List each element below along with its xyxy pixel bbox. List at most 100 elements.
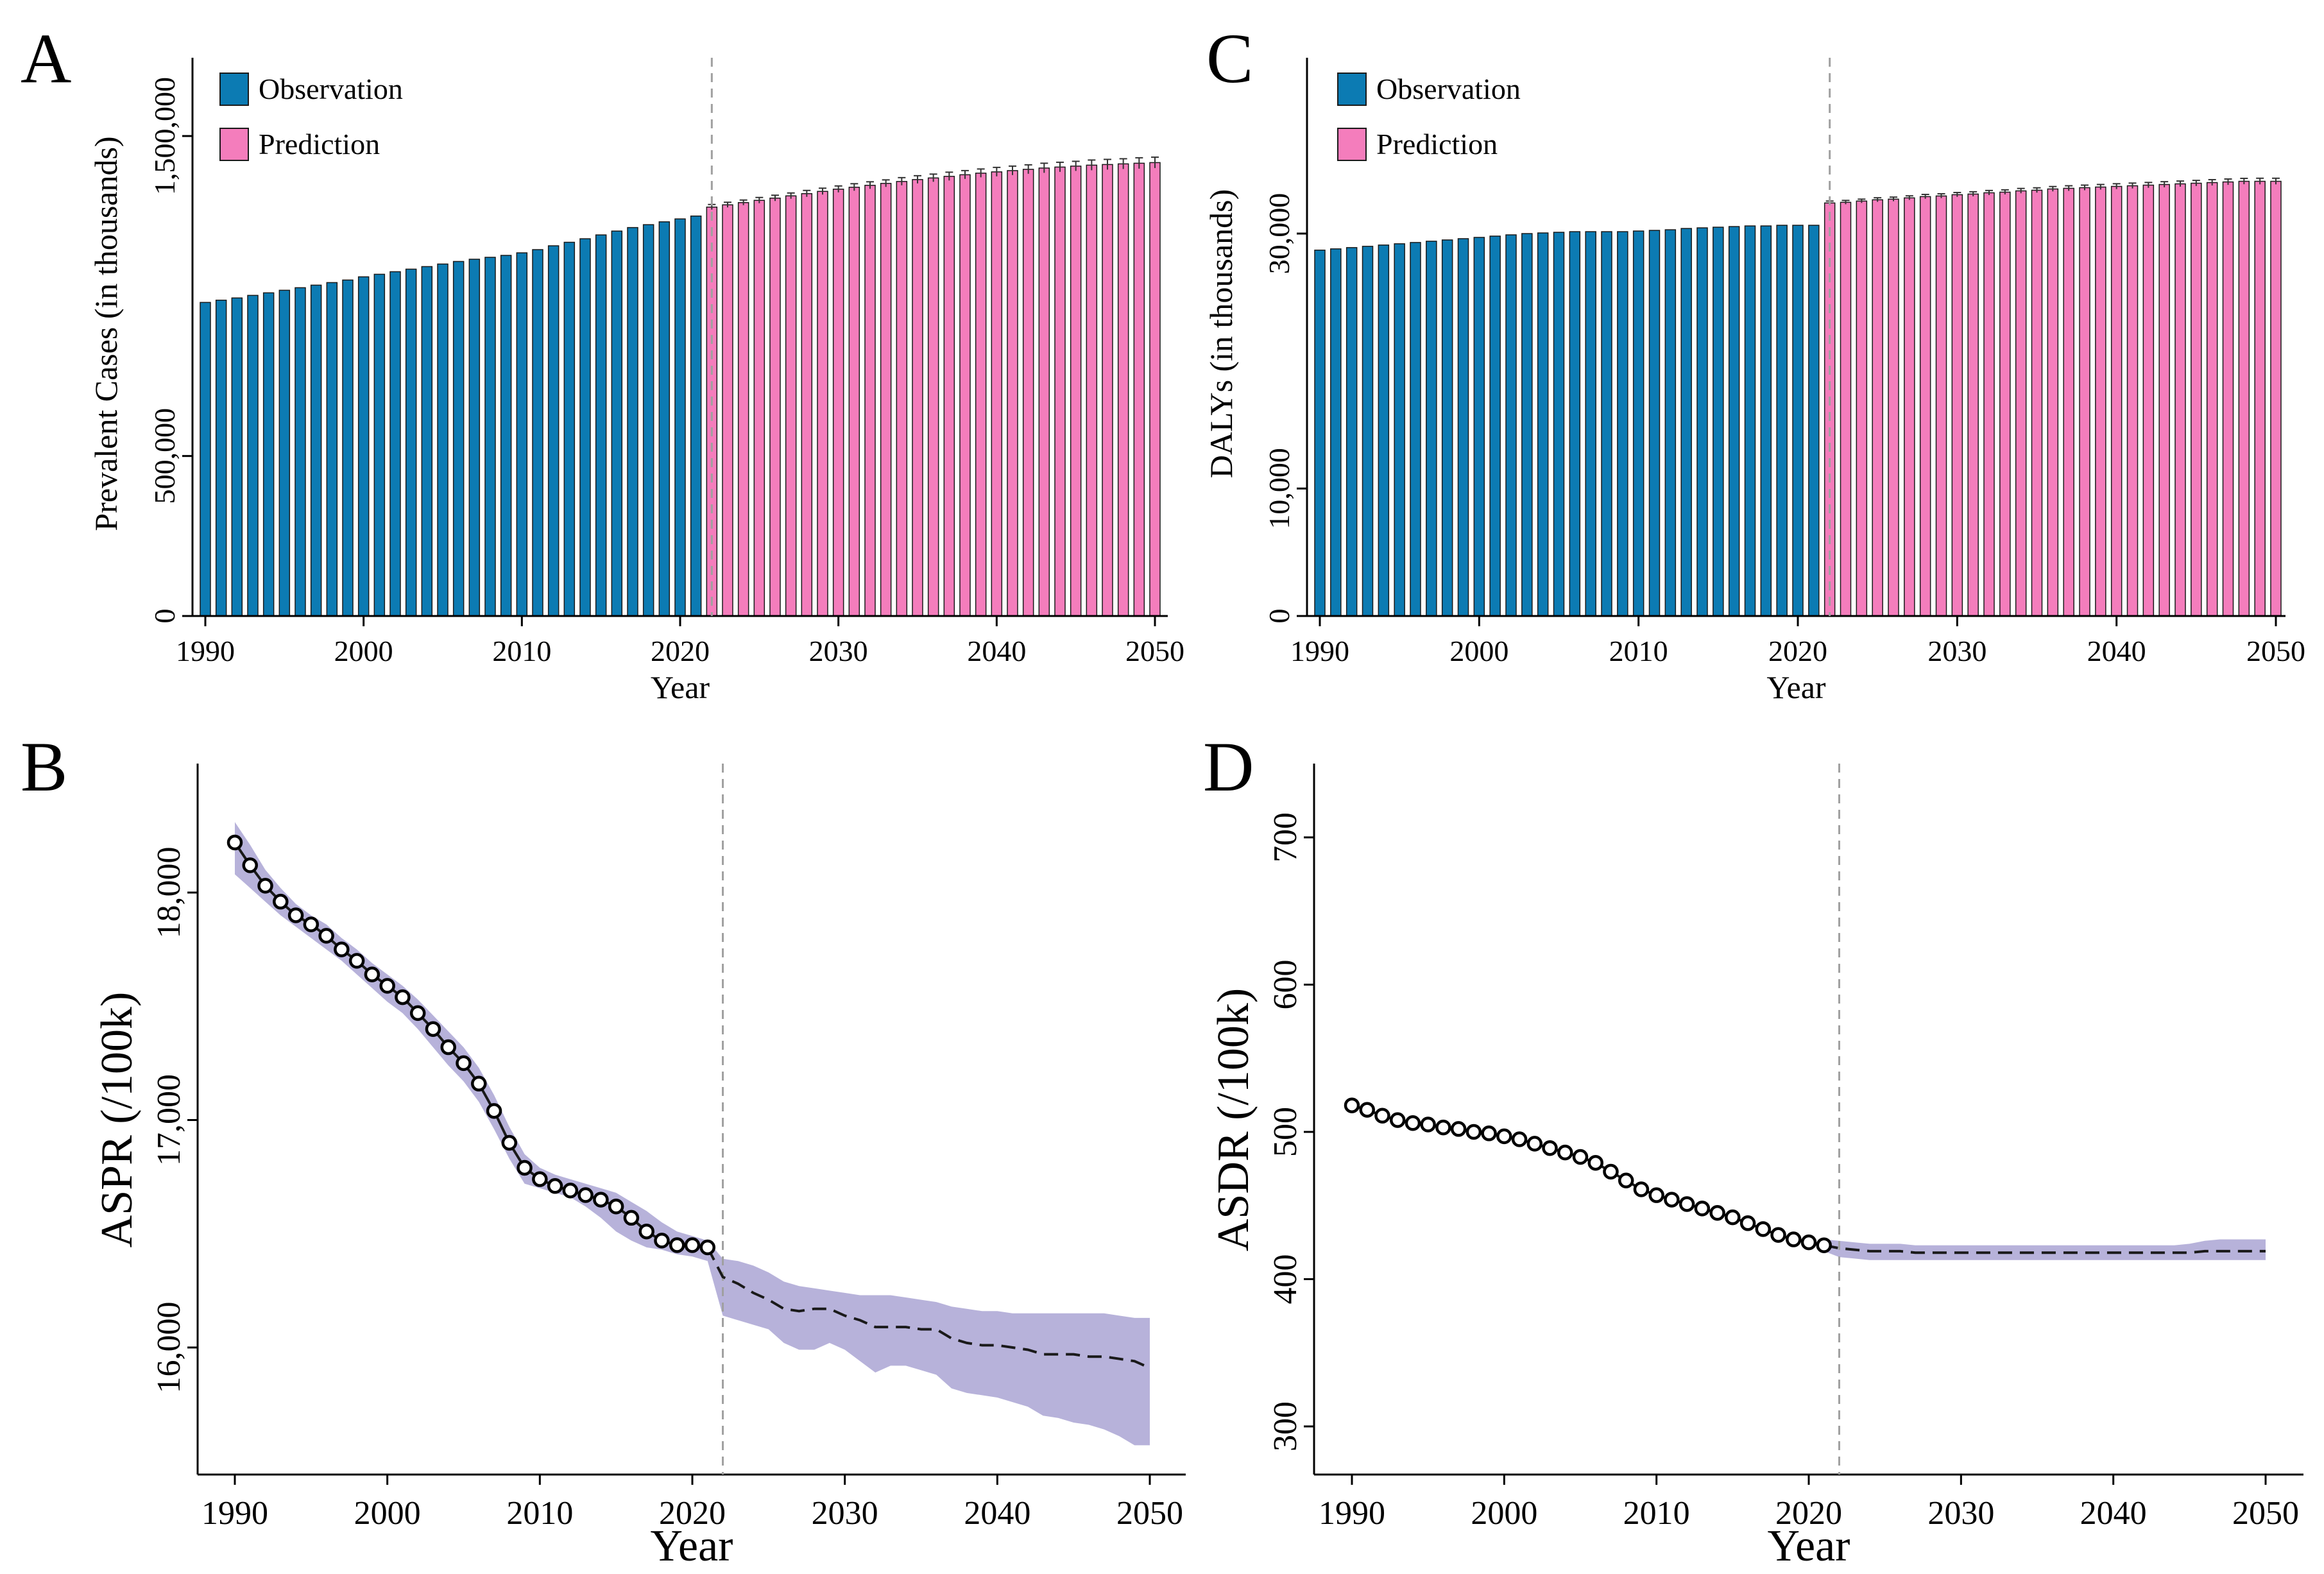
bar-observation-2001 <box>373 273 386 617</box>
bar-prediction-2048 <box>1117 163 1129 617</box>
bar-observation-2003 <box>1521 233 1533 617</box>
bar-prediction-2033 <box>880 183 892 617</box>
bar-observation-2006 <box>452 261 465 617</box>
x-tick-label: 2040 <box>2080 1495 2147 1532</box>
x-tick-label: 2000 <box>334 635 393 667</box>
x-axis-title: Year <box>651 669 710 705</box>
observed-point-2011 <box>1664 1192 1680 1208</box>
y-tick-label: 16,000 <box>151 1302 187 1394</box>
y-tick-label: 30,000 <box>1263 193 1295 275</box>
bar-prediction-2033 <box>1999 191 2011 617</box>
bar-prediction-2036 <box>2047 188 2059 617</box>
bar-observation-2008 <box>484 257 496 617</box>
bar-prediction-2049 <box>1133 162 1145 617</box>
bar-observation-2010 <box>1632 230 1645 617</box>
observed-point-1994 <box>287 907 304 923</box>
observed-point-2012 <box>1679 1196 1695 1212</box>
x-axis-title: Year <box>1768 1521 1850 1571</box>
legend-label-observation: Observation <box>1376 73 1521 105</box>
bar-observation-1998 <box>326 282 338 617</box>
x-tick-label: 2030 <box>1927 1495 1994 1532</box>
panel-b-aspr-chart: B 1990 2000 2010 2020 2030 2040 2050 16,000 17,00… <box>21 728 1186 1571</box>
bar-prediction-2040 <box>991 171 1003 617</box>
bar-prediction-2027 <box>1904 197 1915 617</box>
bar-observation-1996 <box>1410 242 1421 617</box>
bar-prediction-2046 <box>2206 182 2218 617</box>
forecast-dashed-line <box>1824 1244 2266 1254</box>
observed-point-1990 <box>1344 1097 1360 1113</box>
panel-label: D <box>1203 728 1254 806</box>
bar-observation-1994 <box>262 292 275 617</box>
forecast-uncertainty-band <box>707 1240 1150 1446</box>
x-tick-label: 1990 <box>1290 635 1349 667</box>
x-tick-label: 1990 <box>1319 1495 1385 1532</box>
x-tick-label: 1990 <box>201 1495 268 1532</box>
observed-point-2018 <box>1770 1227 1786 1243</box>
bar-observation-2000 <box>357 276 370 617</box>
observed-point-1998 <box>348 953 365 969</box>
observed-point-1997 <box>334 941 350 957</box>
observed-point-2005 <box>1572 1149 1589 1165</box>
bar-prediction-2027 <box>785 195 797 617</box>
bar-observation-2021 <box>1808 225 1820 617</box>
bar-prediction-2024 <box>1856 200 1868 617</box>
panel-a-prevalent-cases-chart: A 1990 2000 2010 2020 2030 2040 2050 0 500,000 1,5… <box>21 19 1184 705</box>
observed-point-2007 <box>486 1103 502 1119</box>
observed-point-2011 <box>547 1178 563 1194</box>
observed-point-2014 <box>593 1192 609 1208</box>
bar-prediction-2025 <box>1872 199 1883 617</box>
observed-point-2001 <box>395 989 411 1005</box>
observed-point-2015 <box>1725 1209 1741 1226</box>
bar-observation-1997 <box>1426 241 1437 617</box>
bar-prediction-2026 <box>769 197 781 617</box>
bar-observation-1991 <box>1330 248 1342 617</box>
y-axis-title: ASPR (/100k) <box>92 992 142 1248</box>
bar-observation-2009 <box>500 255 512 617</box>
bar-prediction-2041 <box>1007 170 1018 617</box>
x-tick-label: 2050 <box>2232 1495 2299 1532</box>
observed-point-1999 <box>1481 1125 1497 1142</box>
x-tick-label: 1990 <box>176 635 235 667</box>
bar-prediction-2030 <box>1951 194 1963 617</box>
bar-observation-2013 <box>563 241 576 617</box>
forecast-dashed-line <box>706 1247 1150 1369</box>
x-tick-label: 2040 <box>2087 635 2146 667</box>
observed-point-2017 <box>638 1223 654 1240</box>
observed-point-1994 <box>1405 1115 1421 1131</box>
x-tick-label: 2000 <box>1471 1495 1537 1532</box>
bar-observation-1993 <box>1362 246 1374 617</box>
observed-point-2009 <box>1633 1181 1650 1197</box>
bar-prediction-2045 <box>1070 166 1082 617</box>
y-tick-label: 0 <box>1263 609 1295 624</box>
bar-prediction-2049 <box>2254 180 2266 617</box>
observed-point-1992 <box>1374 1108 1390 1124</box>
bar-observation-2017 <box>627 227 638 617</box>
bar-prediction-2047 <box>2222 181 2234 617</box>
bar-observation-2006 <box>1569 231 1581 617</box>
bar-observation-2012 <box>547 245 560 617</box>
bar-observation-2007 <box>468 259 481 617</box>
observed-point-2002 <box>409 1005 426 1022</box>
observed-point-2007 <box>1603 1163 1619 1180</box>
legend-label-observation: Observation <box>259 73 403 105</box>
bar-prediction-2025 <box>753 200 765 617</box>
bar-prediction-2034 <box>896 181 908 617</box>
panel-c-dalys-chart: C 1990 2000 2010 2020 2030 2040 2050 0 10,000 30,0… <box>1203 19 2305 705</box>
observed-point-2003 <box>1542 1140 1558 1156</box>
bar-observation-2019 <box>658 221 671 617</box>
observed-point-2004 <box>1557 1144 1573 1161</box>
bar-prediction-2031 <box>848 187 860 617</box>
x-tick-label: 2010 <box>1609 635 1668 667</box>
observed-point-1991 <box>242 857 259 873</box>
bar-observation-2000 <box>1473 237 1485 617</box>
bar-prediction-2023 <box>722 204 733 617</box>
observed-point-1993 <box>273 893 289 910</box>
y-axis-title: DALYs (in thousands) <box>1203 189 1239 479</box>
panel-label: B <box>21 728 67 806</box>
bar-prediction-2023 <box>1840 201 1852 617</box>
bar-prediction-2037 <box>2063 187 2074 617</box>
observed-point-2012 <box>562 1183 579 1199</box>
bar-observation-2005 <box>1553 232 1565 617</box>
y-axis-title: Prevalent Cases (in thousands) <box>88 136 124 531</box>
